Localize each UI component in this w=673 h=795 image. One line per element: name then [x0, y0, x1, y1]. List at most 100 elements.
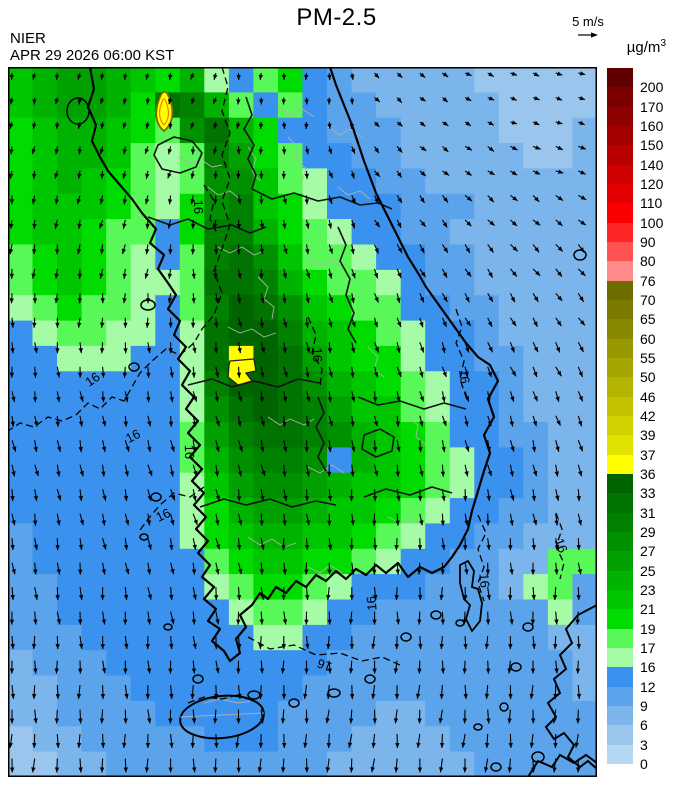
- colorbar-cell: [607, 184, 633, 204]
- colorbar-cell: [607, 106, 633, 127]
- contour-value-label: 16: [191, 199, 206, 214]
- contour-value-label: 16: [456, 368, 473, 384]
- colorbar-tick-label: 50: [640, 369, 656, 386]
- colorbar-tick-label: 6: [640, 717, 648, 734]
- colorbar-tick-label: 60: [640, 330, 656, 347]
- contour-value-label: 16: [82, 369, 102, 390]
- colorbar-tick-label: 90: [640, 234, 656, 250]
- colorbar-tick-label: 29: [640, 524, 656, 540]
- colorbar-cell: [607, 396, 633, 417]
- anomaly-layer: [155, 90, 257, 386]
- colorbar-tick-label: 19: [640, 620, 656, 637]
- map-frame: [8, 67, 597, 777]
- colorbar-tick-label: 25: [640, 562, 656, 579]
- unit-label: µg/m3: [626, 38, 666, 56]
- contour-value-label: 16: [182, 444, 197, 459]
- colorbar-tick-label: 46: [640, 388, 656, 405]
- seoul-yellow-spot: [155, 90, 174, 133]
- colorbar-cell: [607, 338, 633, 359]
- contour-value-label: 16: [552, 536, 571, 555]
- wind-speed-label: 5 m/s: [572, 14, 604, 29]
- contour-value-label: 16: [315, 656, 334, 675]
- colorbar-cell: [607, 435, 633, 456]
- daejeon-yellow-spot: [227, 358, 257, 386]
- colorbar-cell: [607, 222, 633, 243]
- colorbar-cell: [607, 454, 633, 475]
- colorbar-cell: [607, 203, 633, 224]
- colorbar-tick-label: 31: [640, 504, 656, 521]
- colorbar-tick-label: 21: [640, 601, 656, 618]
- colorbar: 200 170 160 150 140 120 110 100 90 80 76 70 65 60 55 50…: [607, 68, 663, 772]
- colorbar-tick-label: 27: [640, 543, 656, 560]
- colorbar-cell: [607, 164, 633, 185]
- colorbar-cell: [607, 126, 633, 146]
- page-title: PM-2.5: [296, 4, 377, 31]
- colorbar-tick-label: 200: [640, 79, 664, 96]
- wind-reference-arrow-icon: [578, 32, 598, 38]
- colorbar-tick-label: 55: [640, 350, 656, 366]
- colorbar-tick-label: 36: [640, 466, 656, 482]
- coastline-layer: [66, 65, 598, 778]
- province-boundary-layer: [147, 96, 467, 508]
- agency-label: NIER: [10, 30, 46, 47]
- colorbar-tick-label: 12: [640, 678, 656, 695]
- colorbar-cell: [607, 570, 633, 591]
- colorbar-tick-label: 80: [640, 253, 656, 270]
- contour-value-label: 16: [310, 347, 325, 362]
- colorbar-cell: [607, 280, 633, 301]
- colorbar-tick-label: 37: [640, 446, 656, 463]
- colorbar-cell: [607, 493, 633, 514]
- colorbar-tick-label: 23: [640, 582, 656, 598]
- colorbar-tick-label: 9: [640, 698, 648, 714]
- colorbar-tick-label: 70: [640, 292, 656, 308]
- colorbar-tick-label: 150: [640, 137, 664, 154]
- colorbar-tick-label: 160: [640, 118, 664, 134]
- contour-value-label: 16: [476, 573, 492, 589]
- colorbar-tick-label: 110: [640, 195, 663, 212]
- colorbar-cell: [607, 667, 633, 688]
- colorbar-cell: [607, 706, 633, 726]
- colorbar-tick-label: 120: [640, 176, 664, 192]
- colorbar-cell: [607, 242, 633, 262]
- colorbar-cell: [607, 532, 633, 552]
- colorbar-cell: [607, 416, 633, 436]
- colorbar-tick-label: 0: [640, 756, 648, 772]
- colorbar-cell: [607, 300, 633, 320]
- contour-value-label: 16: [153, 505, 172, 525]
- colorbar-cell: [607, 628, 633, 649]
- colorbar-cell: [607, 744, 633, 765]
- wind-speed-legend: 5 m/s: [558, 14, 618, 40]
- colorbar-tick-label: 39: [640, 427, 656, 444]
- forecast-datetime: APR 29 2026 06:00 KST: [10, 47, 175, 64]
- colorbar-cell: [607, 68, 633, 88]
- colorbar-tick-label: 65: [640, 311, 656, 328]
- colorbar-cell: [607, 145, 633, 166]
- pm25-map: 16 16 16 16 16 16 16 16 16 16 16: [7, 65, 598, 778]
- contour-value-label: 16: [123, 426, 143, 446]
- colorbar-cell: [607, 725, 633, 746]
- colorbar-tick-label: 100: [640, 214, 664, 231]
- contour-label-layer: 16 16 16 16 16 16 16 16 16 16 16: [82, 199, 571, 674]
- colorbar-cell: [607, 551, 633, 572]
- contour-value-label: 16: [363, 596, 379, 612]
- colorbar-cell: [607, 358, 633, 378]
- colorbar-cell: [607, 609, 633, 630]
- colorbar-cell: [607, 87, 633, 108]
- colorbar-cell: [607, 686, 633, 707]
- colorbar-cell: [607, 590, 633, 610]
- colorbar-cell: [607, 474, 633, 494]
- wind-arrow-layer: [8, 71, 587, 773]
- colorbar-tick-label: 42: [640, 408, 656, 424]
- contour-16-layer: [7, 66, 565, 704]
- colorbar-cell: [607, 319, 633, 340]
- colorbar-tick-label: 3: [640, 736, 648, 753]
- colorbar-tick-label: 140: [640, 156, 664, 173]
- county-boundary-layer: [177, 106, 427, 704]
- colorbar-cell: [607, 261, 633, 282]
- map-svg: 16 16 16 16 16 16 16 16 16 16 16: [7, 65, 598, 778]
- colorbar-tick-label: 17: [640, 640, 656, 656]
- colorbar-tick-label: 170: [640, 98, 664, 115]
- colorbar-tick-label: 33: [640, 485, 656, 502]
- colorbar-cell: [607, 377, 633, 398]
